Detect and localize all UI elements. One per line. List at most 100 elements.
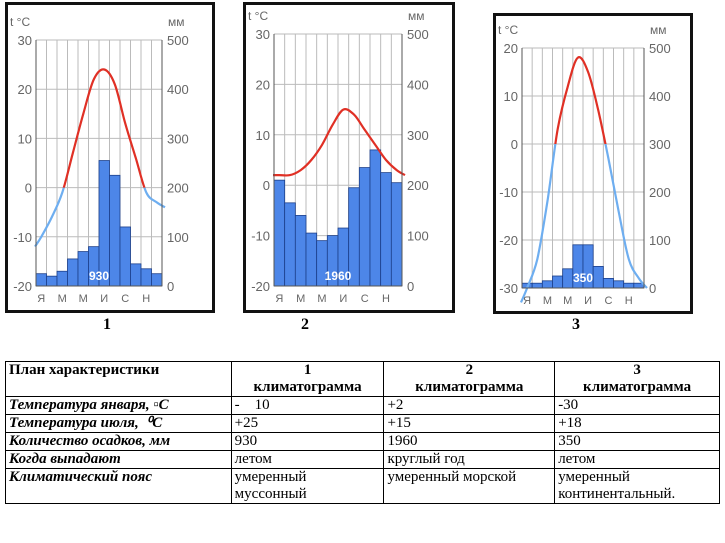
table-cell: 1960 xyxy=(383,432,556,451)
precip-axis-unit: мм xyxy=(168,15,185,29)
precipitation-bar xyxy=(541,280,553,289)
precipitation-bar xyxy=(552,275,564,289)
month-label: С xyxy=(604,295,612,307)
precipitation-bar xyxy=(77,251,89,287)
table-cell: летом xyxy=(554,450,720,469)
table-header-col-2-word: климатограмма xyxy=(415,379,524,395)
table-row: Температура января, ▫С - 10 +2 -30 xyxy=(5,396,720,415)
table-header-col-1: 1 климатограмма xyxy=(230,361,385,397)
precipitation-bar xyxy=(562,268,574,289)
temperature-curve-cold xyxy=(519,144,648,303)
caption-2: 2 xyxy=(301,316,309,333)
precip-tick-label: 200 xyxy=(649,185,671,200)
temp-tick-label: 10 xyxy=(504,89,518,104)
precipitation-bar xyxy=(98,160,110,287)
temperature-curve-cold xyxy=(273,109,405,175)
precip-tick-label: 100 xyxy=(167,230,189,245)
month-label: И xyxy=(584,295,592,307)
month-label: М xyxy=(58,293,67,305)
temp-tick-label: -20 xyxy=(251,279,270,294)
temp-tick-label: 0 xyxy=(25,181,32,196)
precipitation-bar xyxy=(67,258,79,287)
table-cell: - 10 xyxy=(230,396,385,415)
table-header-col-3: 3 климатограмма xyxy=(554,361,720,397)
month-label: С xyxy=(361,293,369,305)
table-row: Климатический пояс умеренный муссонный у… xyxy=(5,468,720,504)
row-label-precipitation: Количество осадков, мм xyxy=(5,432,232,451)
temp-tick-label: -20 xyxy=(499,233,518,248)
precipitation-bar xyxy=(119,226,131,287)
caption-1: 1 xyxy=(103,316,111,333)
precipitation-bar xyxy=(294,215,307,287)
month-label: Я xyxy=(37,293,45,305)
table-cell: круглый год xyxy=(383,450,556,469)
table-header-row: План характеристики 1 климатограмма 2 клим… xyxy=(5,361,720,397)
precip-tick-label: 300 xyxy=(167,131,189,146)
precip-tick-label: 0 xyxy=(407,279,414,294)
precip-tick-label: 300 xyxy=(407,128,429,143)
precip-tick-label: 300 xyxy=(649,137,671,152)
table-cell: +2 xyxy=(383,396,556,415)
caption-3: 3 xyxy=(572,316,580,333)
temp-tick-label: 20 xyxy=(18,82,32,97)
precipitation-bar xyxy=(602,277,614,289)
table-header-col-3-word: климатограмма xyxy=(583,379,692,395)
precip-axis-unit: мм xyxy=(408,9,425,23)
precip-tick-label: 400 xyxy=(167,82,189,97)
temp-tick-label: 30 xyxy=(256,27,270,42)
month-label: М xyxy=(296,293,305,305)
temperature-curve-warm xyxy=(273,108,406,177)
month-label: М xyxy=(563,295,572,307)
table-cell: летом xyxy=(230,450,385,469)
precipitation-bar xyxy=(380,172,392,287)
precipitation-bar xyxy=(358,167,371,287)
temperature-curve-warm xyxy=(62,68,146,188)
temperature-curve-warm xyxy=(554,56,607,144)
table-cell: +18 xyxy=(554,414,720,433)
table-header-col-2: 2 климатограмма xyxy=(383,361,556,397)
characteristics-table: План характеристики 1 климатограмма 2 клим… xyxy=(5,361,720,504)
temp-axis-unit: t °C xyxy=(248,9,268,23)
precipitation-bar xyxy=(531,282,543,289)
temp-tick-label: 0 xyxy=(263,178,270,193)
row-label-july-temp: Температура июля, ⁰С xyxy=(5,414,232,433)
row-label-climate-zone: Климатический пояс xyxy=(5,468,232,504)
month-label: И xyxy=(100,293,108,305)
precipitation-bar xyxy=(151,273,163,287)
precip-tick-label: 500 xyxy=(407,27,429,42)
precip-tick-label: 400 xyxy=(407,77,429,92)
precip-tick-label: 400 xyxy=(649,89,671,104)
table-row: Когда выпадают летом круглый год летом xyxy=(5,450,720,469)
month-label: М xyxy=(79,293,88,305)
temp-tick-label: -10 xyxy=(499,185,518,200)
total-precipitation-label: 350 xyxy=(573,271,593,285)
temp-tick-label: -30 xyxy=(499,281,518,296)
table-cell: +15 xyxy=(383,414,556,433)
table-cell: умеренный муссонный xyxy=(230,468,385,504)
precip-tick-label: 0 xyxy=(649,281,656,296)
month-label: Н xyxy=(625,295,633,307)
table-cell: +25 xyxy=(230,414,385,433)
climatogram-panel-1: 30 20 10 0 -10 -20 500 400 300 200 100 0 t °C мм Я М М И С… xyxy=(5,2,215,313)
table-header-col-3-num: 3 xyxy=(633,362,641,378)
precipitation-bar xyxy=(35,273,47,287)
table-header-col-1-word: климатограмма xyxy=(253,379,362,395)
total-precipitation-label: 930 xyxy=(89,269,109,283)
precip-tick-label: 500 xyxy=(167,33,189,48)
table-cell: 930 xyxy=(230,432,385,451)
climatogram-panel-3: 20 10 0 -10 -20 -30 500 400 300 200 100 0 t °C мм Я М М И… xyxy=(493,13,693,314)
table-cell: -30 xyxy=(554,396,720,415)
precipitation-bar xyxy=(56,270,68,287)
row-label-january-temp: Температура января, ▫С xyxy=(5,396,232,415)
table-header-label: План характеристики xyxy=(5,361,232,397)
row-label-season: Когда выпадают xyxy=(5,450,232,469)
temp-axis-unit: t °C xyxy=(498,23,518,37)
month-label: М xyxy=(317,293,326,305)
precipitation-bar xyxy=(46,275,58,287)
table-row: Температура июля, ⁰С +25 +15 +18 xyxy=(5,414,720,433)
precipitation-bar xyxy=(305,232,318,287)
precip-tick-label: 200 xyxy=(407,178,429,193)
total-precipitation-label: 1960 xyxy=(325,269,352,283)
precipitation-bar xyxy=(284,202,296,287)
temp-tick-label: 10 xyxy=(256,128,270,143)
